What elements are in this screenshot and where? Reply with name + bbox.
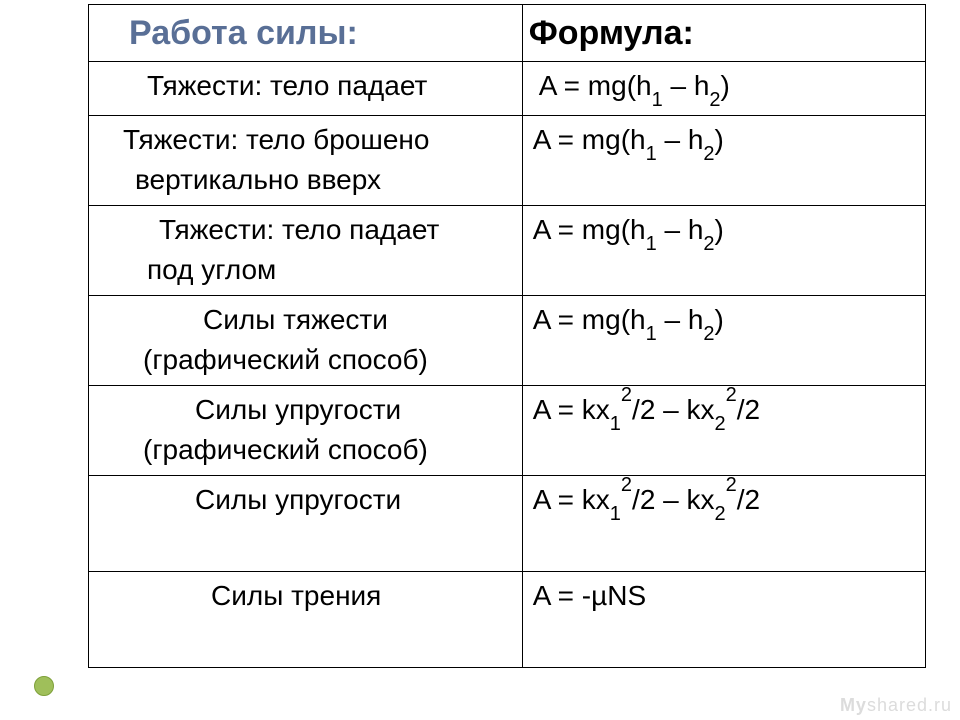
formula-text: A = mg(h1 – h2) xyxy=(523,296,925,344)
header-right: Формула: xyxy=(523,5,925,61)
formula-text: A = mg(h1 – h2) xyxy=(523,62,925,110)
force-cell: Тяжести: тело падает xyxy=(89,62,523,116)
force-text: Силы тяжести xyxy=(95,300,516,340)
table-row: Силы упругости (графический способ) A = … xyxy=(89,386,926,476)
force-text: под углом xyxy=(95,250,516,290)
header-cell-right: Формула: xyxy=(522,5,925,62)
formula-text: A = mg(h1 – h2) xyxy=(523,206,925,254)
force-cell: Силы упругости (графический способ) xyxy=(89,386,523,476)
table-row: Силы трения A = -µNS xyxy=(89,572,926,668)
table-row: Тяжести: тело падает A = mg(h1 – h2) xyxy=(89,62,926,116)
table-row: Тяжести: тело брошено вертикально вверх … xyxy=(89,116,926,206)
force-cell: Силы трения xyxy=(89,572,523,668)
force-text: Тяжести: тело падает xyxy=(95,210,516,250)
force-cell: Силы тяжести (графический способ) xyxy=(89,296,523,386)
physics-work-table: Работа силы: Формула: Тяжести: тело пада… xyxy=(88,4,926,668)
table-row: Тяжести: тело падает под углом A = mg(h1… xyxy=(89,206,926,296)
decorative-dot-icon xyxy=(34,676,54,696)
formula-cell: A = mg(h1 – h2) xyxy=(522,206,925,296)
force-text: Силы упругости xyxy=(95,390,516,430)
force-text: Силы трения xyxy=(95,576,516,616)
watermark: Myshared.ru xyxy=(840,695,952,716)
formula-cell: A = mg(h1 – h2) xyxy=(522,296,925,386)
table: Работа силы: Формула: Тяжести: тело пада… xyxy=(88,4,926,668)
watermark-brand: My xyxy=(840,695,867,715)
formula-text: A = mg(h1 – h2) xyxy=(523,116,925,164)
force-cell: Тяжести: тело брошено вертикально вверх xyxy=(89,116,523,206)
formula-cell: A = kx12/2 – kx22/2 xyxy=(522,476,925,572)
force-text: Тяжести: тело падает xyxy=(95,66,516,106)
force-text: Силы упругости xyxy=(95,480,516,520)
formula-text: A = -µNS xyxy=(523,572,925,620)
formula-cell: A = -µNS xyxy=(522,572,925,668)
table-row: Силы упругости A = kx12/2 – kx22/2 xyxy=(89,476,926,572)
formula-text: A = kx12/2 – kx22/2 xyxy=(523,386,925,434)
watermark-tail: shared.ru xyxy=(867,695,952,715)
force-cell: Силы упругости xyxy=(89,476,523,572)
force-cell: Тяжести: тело падает под углом xyxy=(89,206,523,296)
force-text: (графический способ) xyxy=(95,340,516,380)
formula-text: A = kx12/2 – kx22/2 xyxy=(523,476,925,524)
formula-cell: A = mg(h1 – h2) xyxy=(522,116,925,206)
header-left: Работа силы: xyxy=(89,5,522,61)
formula-cell: A = kx12/2 – kx22/2 xyxy=(522,386,925,476)
table-header-row: Работа силы: Формула: xyxy=(89,5,926,62)
header-cell-left: Работа силы: xyxy=(89,5,523,62)
formula-cell: A = mg(h1 – h2) xyxy=(522,62,925,116)
force-text: Тяжести: тело брошено xyxy=(95,120,516,160)
table-row: Силы тяжести (графический способ) A = mg… xyxy=(89,296,926,386)
force-text: (графический способ) xyxy=(95,430,516,470)
force-text: вертикально вверх xyxy=(95,160,516,200)
